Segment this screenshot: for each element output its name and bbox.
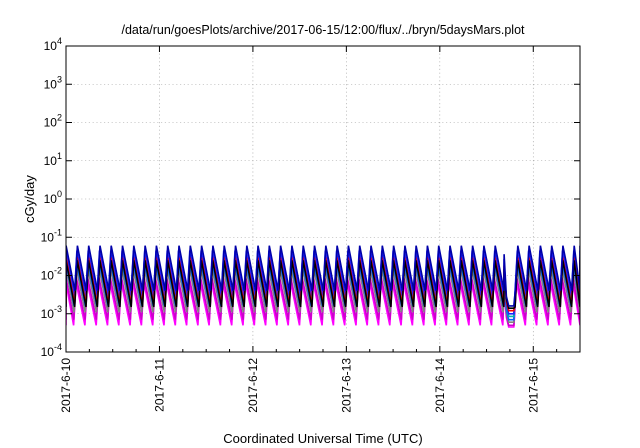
y-tick-base: 10 (41, 307, 55, 321)
y-tick-exponent: 1 (57, 151, 62, 161)
y-tick-exponent: 3 (57, 74, 62, 84)
series-layer (66, 245, 580, 328)
y-tick-label: 102 (44, 113, 62, 130)
y-tick-exponent: -3 (54, 304, 62, 314)
y-tick-label: 10-2 (41, 266, 62, 283)
y-tick-label: 100 (44, 189, 62, 206)
y-axis-label: cGy/day (22, 175, 37, 223)
y-tick-base: 10 (44, 154, 58, 168)
y-tick-label: 10-3 (41, 304, 62, 321)
y-tick-base: 10 (44, 192, 58, 206)
tick-layer: 10-410-310-210-11001011021031042017-6-10… (41, 36, 581, 413)
y-tick-exponent: -1 (54, 227, 62, 237)
y-tick-label: 103 (44, 74, 62, 91)
x-tick-label: 2017-6-13 (339, 358, 353, 413)
x-tick-label: 2017-6-12 (246, 358, 260, 413)
y-tick-base: 10 (44, 77, 58, 91)
x-axis-label: Coordinated Universal Time (UTC) (223, 431, 422, 446)
y-tick-exponent: -2 (54, 266, 62, 276)
y-tick-base: 10 (44, 116, 58, 130)
x-tick-label: 2017-6-11 (152, 358, 166, 412)
y-tick-exponent: 2 (57, 113, 62, 123)
y-tick-label: 101 (44, 151, 62, 168)
series-line-8 (66, 245, 580, 307)
x-tick-label: 2017-6-10 (59, 358, 73, 413)
chart-title: /data/run/goesPlots/archive/2017-06-15/1… (121, 23, 525, 37)
y-tick-label: 104 (44, 36, 62, 53)
y-tick-base: 10 (41, 269, 55, 283)
y-tick-exponent: 4 (57, 36, 62, 46)
y-tick-base: 10 (41, 230, 55, 244)
y-tick-label: 10-1 (41, 227, 62, 244)
y-tick-exponent: 0 (57, 189, 62, 199)
y-tick-base: 10 (44, 39, 58, 53)
x-tick-label: 2017-6-14 (433, 358, 447, 413)
y-tick-label: 10-4 (41, 342, 62, 359)
y-tick-base: 10 (41, 345, 55, 359)
y-tick-exponent: -4 (54, 342, 62, 352)
x-tick-label: 2017-6-15 (526, 358, 540, 413)
